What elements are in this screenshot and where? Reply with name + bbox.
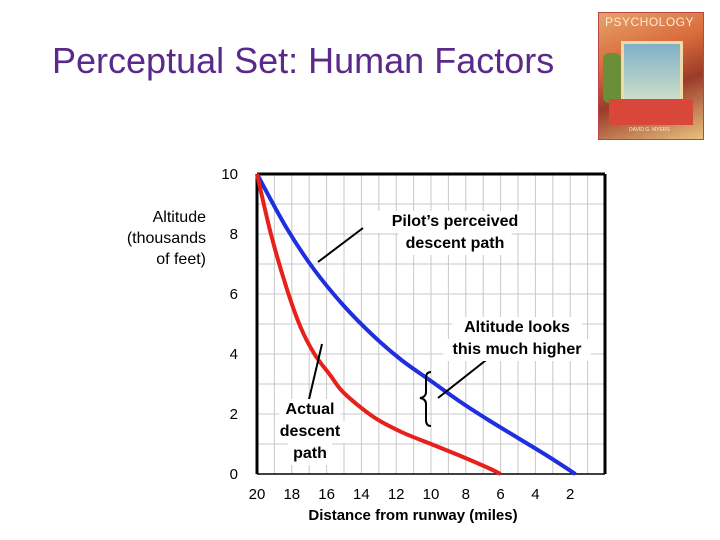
actual-annotation-text: descent bbox=[280, 423, 341, 440]
cover-table-art bbox=[609, 99, 693, 125]
perceived-pointer-line bbox=[317, 227, 364, 263]
y-tick-label: 6 bbox=[230, 286, 238, 303]
x-tick-label: 6 bbox=[496, 486, 504, 503]
chart-frame bbox=[255, 172, 607, 475]
x-tick-label: 10 bbox=[423, 486, 440, 503]
book-cover-title: PSYCHOLOGY bbox=[605, 15, 695, 29]
y-tick-label: 10 bbox=[221, 166, 238, 183]
x-tick-label: 12 bbox=[388, 486, 405, 503]
perceived-annotation-text: descent path bbox=[406, 235, 505, 252]
actual-annotation-text: Actual bbox=[286, 401, 335, 418]
actual-annotation-bg bbox=[287, 443, 333, 465]
y-axis-label: Altitude (thousands of feet) bbox=[84, 207, 206, 270]
y-tick-label: 2 bbox=[230, 406, 238, 423]
chart-series bbox=[255, 173, 577, 476]
y-axis-label-line: Altitude bbox=[152, 209, 206, 226]
slide-title: Perceptual Set: Human Factors bbox=[52, 40, 555, 81]
actual-annotation-text: path bbox=[293, 445, 327, 462]
y-axis-label-line: (thousands bbox=[126, 230, 206, 247]
y-axis-label-line: of feet) bbox=[156, 251, 206, 268]
higher-annotation-text: this much higher bbox=[453, 341, 582, 358]
actual-descent-line bbox=[255, 173, 502, 476]
cover-plant-art bbox=[603, 53, 621, 103]
perceived-annotation-text: Pilot’s perceived bbox=[392, 213, 519, 230]
higher-annotation-bg bbox=[451, 317, 583, 339]
y-tick-label: 8 bbox=[230, 226, 238, 243]
x-tick-label: 18 bbox=[283, 486, 300, 503]
perceived-annotation-bg bbox=[398, 233, 512, 255]
perceived-descent-line bbox=[255, 173, 577, 476]
chart-annotations: Pilot’s perceived descent path Altitude lo… bbox=[274, 211, 591, 465]
perceived-annotation-bg bbox=[376, 211, 534, 233]
higher-annotation-bg bbox=[443, 339, 591, 361]
y-tick-label: 4 bbox=[230, 346, 238, 363]
x-tick-label: 14 bbox=[353, 486, 370, 503]
x-tick-label: 16 bbox=[318, 486, 335, 503]
x-tick-label: 20 bbox=[249, 486, 266, 503]
higher-pointer-line bbox=[437, 356, 491, 399]
actual-annotation-bg bbox=[279, 399, 341, 421]
book-cover-image: PSYCHOLOGY DAVID G. MYERS bbox=[598, 12, 704, 140]
x-tick-label: 2 bbox=[566, 486, 574, 503]
higher-annotation-text: Altitude looks bbox=[464, 319, 570, 336]
y-tick-label: 0 bbox=[230, 466, 238, 483]
book-cover-author: DAVID G. MYERS bbox=[629, 127, 670, 133]
actual-annotation-bg bbox=[274, 421, 346, 443]
altitude-difference-brace bbox=[419, 371, 432, 427]
x-axis-label: Distance from runway (miles) bbox=[308, 507, 517, 524]
x-tick-label: 8 bbox=[462, 486, 470, 503]
x-tick-label: 4 bbox=[531, 486, 539, 503]
